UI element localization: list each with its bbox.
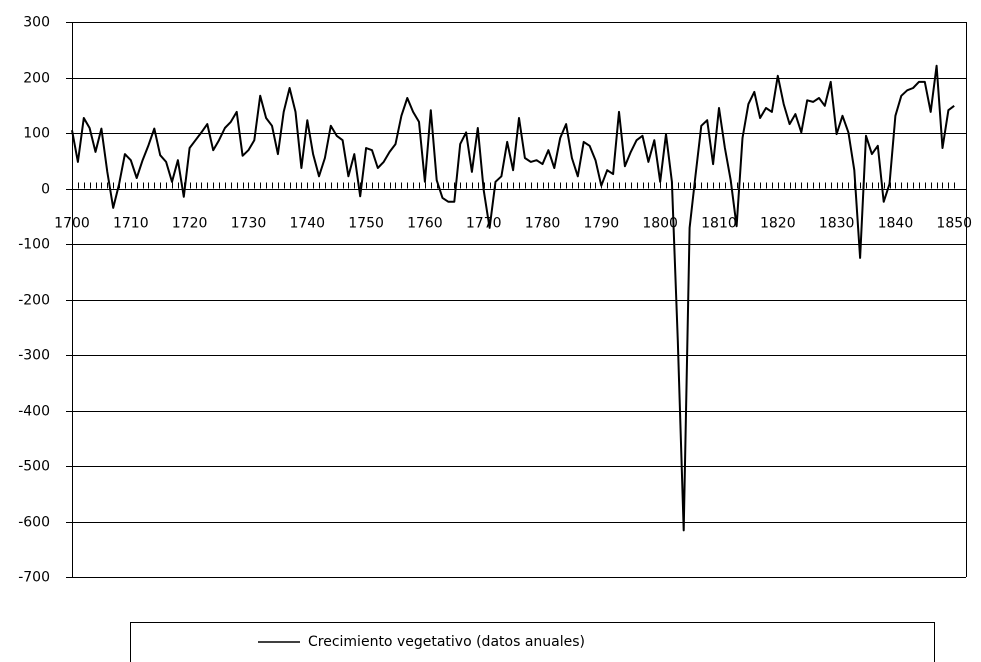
x-tick-label: 1830 xyxy=(819,216,855,232)
x-tick-label: 1770 xyxy=(466,216,502,232)
y-tick-label: -200 xyxy=(18,293,50,309)
y-tick-label: -700 xyxy=(18,570,50,586)
x-tick-label: 1790 xyxy=(584,216,620,232)
y-tick-label: 0 xyxy=(41,182,50,198)
y-tick-label: -300 xyxy=(18,348,50,364)
x-tick-label: 1740 xyxy=(289,216,325,232)
x-tick-label: 1710 xyxy=(113,216,149,232)
x-tick-label: 1850 xyxy=(936,216,972,232)
x-tick-label: 1700 xyxy=(54,216,90,232)
y-tick-label: -600 xyxy=(18,515,50,531)
y-tick-label: -400 xyxy=(18,404,50,420)
x-tick-label: 1730 xyxy=(231,216,267,232)
x-tick-label: 1840 xyxy=(878,216,914,232)
y-tick-label: 100 xyxy=(23,126,50,142)
x-tick-label: 1720 xyxy=(172,216,208,232)
y-tick-label: 200 xyxy=(23,71,50,87)
data-line xyxy=(71,64,955,532)
y-tick-label: 300 xyxy=(23,15,50,31)
x-tick-label: 1820 xyxy=(760,216,796,232)
x-tick-label: 1810 xyxy=(701,216,737,232)
y-tick-label: -100 xyxy=(18,237,50,253)
x-tick-label: 1800 xyxy=(642,216,678,232)
x-tick-label: 1750 xyxy=(348,216,384,232)
x-tick-label: 1780 xyxy=(525,216,561,232)
legend-label: Crecimiento vegetativo (datos anuales) xyxy=(308,634,585,650)
y-tick-label: -500 xyxy=(18,459,50,475)
x-tick-label: 1760 xyxy=(407,216,443,232)
